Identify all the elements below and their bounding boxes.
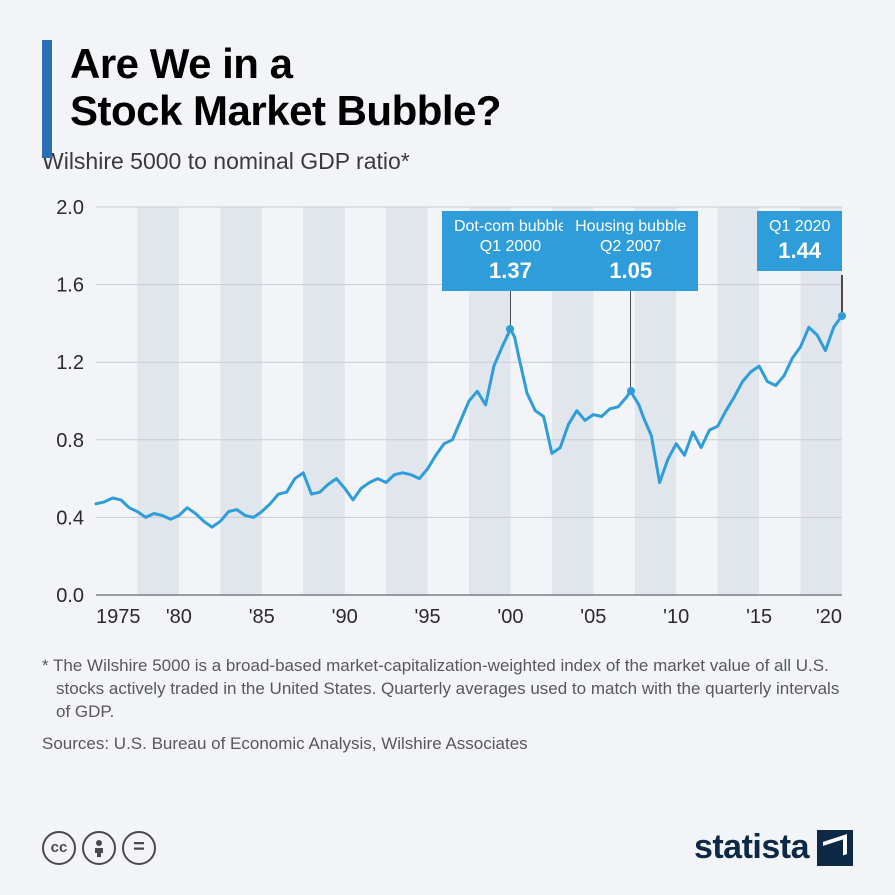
title-line-1: Are We in a — [70, 40, 292, 87]
svg-text:0.8: 0.8 — [56, 430, 84, 452]
cc-icon: cc — [42, 831, 76, 865]
footer: cc = statista — [42, 828, 853, 867]
cc-by-icon — [82, 831, 116, 865]
svg-text:'90: '90 — [332, 606, 358, 628]
sources: Sources: U.S. Bureau of Economic Analysi… — [42, 734, 853, 754]
callout-connector — [841, 275, 843, 312]
page-title: Are We in a Stock Market Bubble? — [70, 40, 853, 134]
subtitle: Wilshire 5000 to nominal GDP ratio* — [42, 148, 853, 175]
svg-text:'10: '10 — [663, 606, 689, 628]
svg-text:1.2: 1.2 — [56, 352, 84, 374]
line-chart: 0.0 0.4 0.8 1.2 1.6 2.0 1975 '80 '85 '90 '95 '00 '05… — [42, 195, 852, 635]
callout-dot — [627, 387, 635, 395]
cc-nd-icon: = — [122, 831, 156, 865]
title-line-2: Stock Market Bubble? — [70, 87, 501, 134]
svg-text:'15: '15 — [746, 606, 772, 628]
callout-dot — [838, 312, 846, 320]
statista-logo: statista — [694, 828, 853, 867]
svg-text:1975: 1975 — [96, 606, 141, 628]
svg-text:'95: '95 — [415, 606, 441, 628]
callout-connector — [630, 275, 632, 387]
accent-bar — [42, 40, 52, 158]
svg-text:2.0: 2.0 — [56, 197, 84, 219]
svg-text:'85: '85 — [249, 606, 275, 628]
cc-license-icons: cc = — [42, 831, 156, 865]
callout-box: Housing bubbleQ2 20071.05 — [563, 211, 698, 291]
svg-text:0.0: 0.0 — [56, 585, 84, 607]
svg-text:1.6: 1.6 — [56, 275, 84, 297]
callout-box: Dot-com bubbleQ1 20001.37 — [442, 211, 579, 291]
logo-text: statista — [694, 828, 809, 867]
svg-text:'00: '00 — [497, 606, 523, 628]
svg-text:'05: '05 — [580, 606, 606, 628]
svg-text:'20: '20 — [816, 606, 842, 628]
footnote: * The Wilshire 5000 is a broad-based mar… — [42, 655, 853, 724]
callout-box: Q1 20201.44 — [757, 211, 842, 271]
svg-text:0.4: 0.4 — [56, 507, 84, 529]
callout-dot — [506, 325, 514, 333]
svg-text:'80: '80 — [166, 606, 192, 628]
statista-mark-icon — [817, 830, 853, 866]
